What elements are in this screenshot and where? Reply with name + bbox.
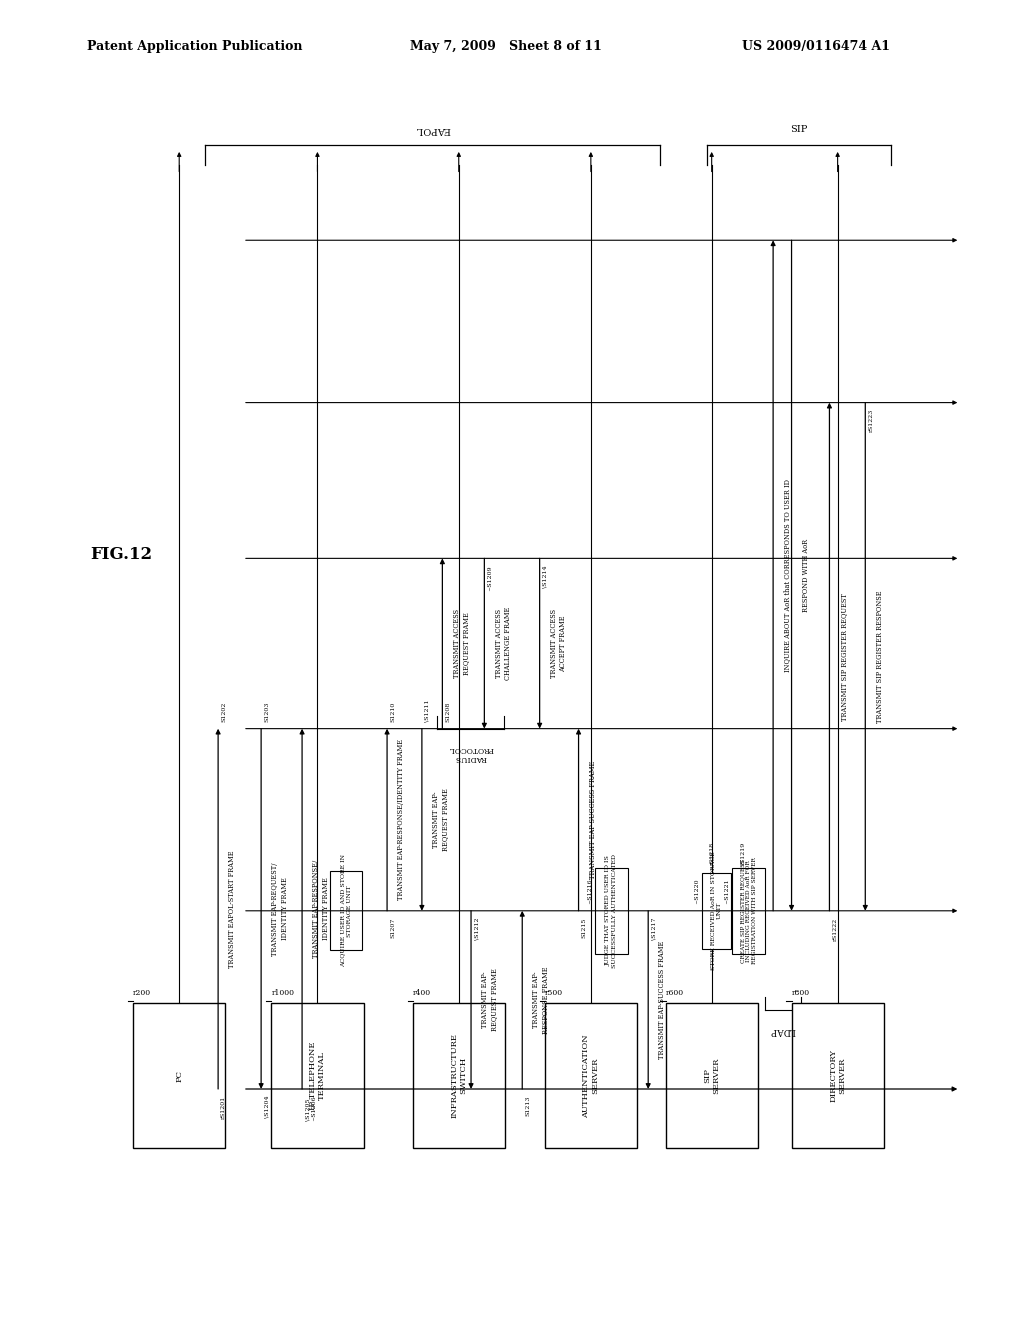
Text: JUDGE THAT STORED USER ID IS
SUCCESSFULLY AUTHENTICATED: JUDGE THAT STORED USER ID IS SUCCESSFULL…: [606, 854, 616, 968]
Text: INFRASTRUCTURE
SWITCH: INFRASTRUCTURE SWITCH: [451, 1034, 467, 1118]
Text: TRANSMIT EAP-SUCCESS FRAME: TRANSMIT EAP-SUCCESS FRAME: [658, 941, 667, 1059]
Bar: [545, 1003, 637, 1148]
Text: rS1218: rS1218: [710, 841, 715, 865]
Text: r500: r500: [545, 989, 563, 997]
Bar: [792, 1003, 884, 1148]
Text: PC: PC: [175, 1069, 183, 1082]
Text: S1202: S1202: [221, 702, 226, 722]
Text: ~S1209: ~S1209: [487, 565, 493, 590]
Text: EAPOL: EAPOL: [415, 125, 451, 133]
Text: May 7, 2009   Sheet 8 of 11: May 7, 2009 Sheet 8 of 11: [410, 40, 601, 53]
Text: \S1212: \S1212: [474, 917, 479, 940]
Text: TRANSMIT EAP-
REQUEST FRAME: TRANSMIT EAP- REQUEST FRAME: [481, 969, 499, 1031]
Text: TRANSMIT SIP REGISTER RESPONSE: TRANSMIT SIP REGISTER RESPONSE: [876, 590, 884, 723]
Text: S1215: S1215: [582, 917, 587, 937]
Text: SIP: SIP: [791, 125, 807, 133]
Text: S1203: S1203: [264, 702, 269, 722]
Bar: [133, 1003, 225, 1148]
Text: r1000: r1000: [271, 989, 294, 997]
Text: S1208: S1208: [445, 702, 451, 722]
Text: rS1223: rS1223: [868, 409, 873, 433]
Text: TRANSMIT EAP-
REQUEST FRAME: TRANSMIT EAP- REQUEST FRAME: [432, 788, 450, 851]
Text: DIRECTORY
SERVER: DIRECTORY SERVER: [829, 1049, 846, 1102]
Text: \S1211: \S1211: [425, 700, 430, 722]
Text: TRANSMIT EAPOL-START FRAME: TRANSMIT EAPOL-START FRAME: [228, 850, 237, 968]
Bar: [413, 1003, 505, 1148]
Text: TRANSMIT EAP-RESPONSE/IDENTITY FRAME: TRANSMIT EAP-RESPONSE/IDENTITY FRAME: [397, 739, 406, 900]
Text: r600: r600: [666, 989, 684, 997]
Bar: [595, 869, 628, 953]
Text: TRANSMIT ACCESS
ACCEPT FRAME: TRANSMIT ACCESS ACCEPT FRAME: [550, 609, 567, 678]
Text: LDAP: LDAP: [770, 1026, 796, 1035]
Text: \S1214: \S1214: [543, 565, 548, 587]
Bar: [702, 873, 731, 949]
Text: STORE RECEIVED AoR IN STORAGE
UNIT: STORE RECEIVED AoR IN STORAGE UNIT: [712, 851, 722, 970]
Text: r400: r400: [413, 989, 431, 997]
Bar: [732, 869, 765, 953]
Text: TRANSMIT EAP-RESPONSE/
IDENTITY FRAME: TRANSMIT EAP-RESPONSE/ IDENTITY FRAME: [312, 859, 330, 958]
Text: TRANSMIT EAP-
RESPONSE FRAME: TRANSMIT EAP- RESPONSE FRAME: [532, 966, 550, 1034]
Text: S1207: S1207: [390, 917, 395, 937]
Text: ACQUIRE USER ID AND STORE IN
STORAGE UNIT: ACQUIRE USER ID AND STORE IN STORAGE UNI…: [341, 854, 351, 968]
Text: TRANSMIT ACCESS
CHALLENGE FRAME: TRANSMIT ACCESS CHALLENGE FRAME: [495, 607, 512, 680]
Text: TRANSMIT SIP REGISTER REQUEST: TRANSMIT SIP REGISTER REQUEST: [840, 593, 848, 721]
Text: RESPOND WITH AoR: RESPOND WITH AoR: [802, 539, 810, 612]
Text: \S1205
~S1206: \S1205 ~S1206: [305, 1096, 316, 1121]
Text: ~S1221: ~S1221: [724, 879, 729, 904]
Text: rS1201: rS1201: [221, 1096, 226, 1119]
Text: r800: r800: [792, 989, 810, 997]
Text: ~S1216: ~S1216: [587, 879, 592, 904]
Text: \S1217: \S1217: [651, 917, 656, 940]
Text: TRANSMIT EAP-SUCCESS FRAME: TRANSMIT EAP-SUCCESS FRAME: [589, 760, 597, 879]
Text: RADIUS
PROTOCOL: RADIUS PROTOCOL: [447, 744, 494, 763]
Text: TRANSMIT ACCESS
REQUEST FRAME: TRANSMIT ACCESS REQUEST FRAME: [453, 609, 470, 678]
Text: \S1204: \S1204: [264, 1096, 269, 1118]
Text: rS1219: rS1219: [740, 841, 745, 865]
Text: FIG.12: FIG.12: [90, 546, 153, 562]
Text: US 2009/0116474 A1: US 2009/0116474 A1: [742, 40, 891, 53]
Text: IP TELEPHONE
TERMINAL: IP TELEPHONE TERMINAL: [309, 1041, 326, 1110]
Text: CREATE SIP REGISTER REQUEST
INCLUDING RECEIVED AoR FOR
REGISTRATION WITH SIP SER: CREATE SIP REGISTER REQUEST INCLUDING RE…: [740, 858, 757, 964]
Text: S1213: S1213: [525, 1096, 530, 1115]
Bar: [271, 1003, 364, 1148]
Bar: [330, 871, 362, 950]
Text: AUTHENTICATION
SERVER: AUTHENTICATION SERVER: [583, 1034, 599, 1118]
Bar: [666, 1003, 758, 1148]
Text: ~S1220: ~S1220: [694, 879, 699, 904]
Text: SIP
SERVER: SIP SERVER: [703, 1057, 720, 1094]
Text: S1210: S1210: [390, 702, 395, 722]
Text: TRANSMIT EAP-REQUEST/
IDENTITY FRAME: TRANSMIT EAP-REQUEST/ IDENTITY FRAME: [271, 862, 289, 956]
Text: INQUIRE ABOUT AoR that CORRESPONDS TO USER ID: INQUIRE ABOUT AoR that CORRESPONDS TO US…: [783, 479, 792, 672]
Text: r200: r200: [133, 989, 152, 997]
Text: Patent Application Publication: Patent Application Publication: [87, 40, 302, 53]
Text: rS1222: rS1222: [833, 917, 838, 941]
